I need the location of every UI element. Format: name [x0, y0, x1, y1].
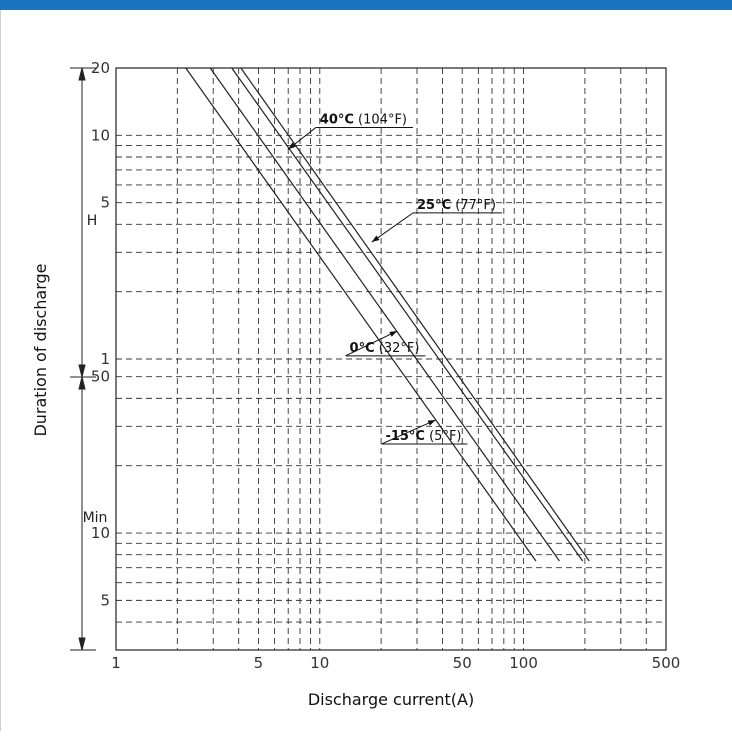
y-tick-label: 1 — [100, 350, 110, 368]
series-label-arrow — [288, 142, 296, 150]
y-tick-label: 10 — [91, 524, 110, 542]
x-tick-label: 100 — [509, 654, 538, 672]
minutes-unit-label: Min — [83, 510, 108, 526]
series-label-text: 25°C (77°F) — [417, 198, 496, 213]
series — [185, 67, 590, 562]
series-label-arrow — [427, 420, 436, 426]
y-tick-labels: 20 10 5 150 10 5 — [91, 59, 110, 609]
series-line — [185, 67, 537, 562]
bracket-arrow-mid-down — [78, 376, 86, 390]
series-label: 25°C (77°F) — [371, 198, 502, 243]
series-label-leader — [371, 212, 414, 243]
series-label-text: -15°C (5°F) — [385, 429, 461, 444]
series-label-text: 0°C (32°F) — [350, 341, 420, 356]
series-label-arrow — [371, 235, 380, 243]
series-label-text: 40°C (104°F) — [320, 113, 407, 128]
x-tick-label: 10 — [310, 654, 329, 672]
x-tick-label: 1 — [111, 654, 121, 672]
series-labels: 40°C (104°F) 25°C (77°F) 0°C (32°F) -15°C (… — [287, 113, 502, 445]
x-tick-label: 5 — [254, 654, 264, 672]
duration-bracket — [70, 67, 96, 651]
bracket-arrow-bottom — [78, 637, 86, 651]
series-label: 0°C (32°F) — [345, 330, 426, 357]
series-line — [209, 67, 560, 562]
plot-frame — [115, 67, 667, 651]
left-border — [0, 10, 1, 731]
grid — [116, 67, 666, 650]
series-line — [231, 67, 584, 562]
series-label-leader — [381, 419, 436, 445]
y-tick-label: 5 — [100, 591, 110, 609]
series-line — [240, 67, 590, 562]
bracket-arrow-top — [78, 67, 86, 81]
x-tick-label: 50 — [453, 654, 472, 672]
y-tick-label: 10 — [91, 126, 110, 144]
y-tick-label: 20 — [91, 59, 110, 77]
hours-unit-label: H — [87, 213, 98, 229]
y-tick-label: 5 — [100, 194, 110, 212]
series-label-leader — [345, 330, 398, 357]
x-tick-label: 500 — [652, 654, 681, 672]
bracket-arrow-mid-up — [78, 364, 86, 378]
series-label-arrow — [389, 331, 398, 337]
x-axis-label: Discharge current(A) — [308, 690, 474, 709]
y-tick-label: 50 — [91, 368, 110, 386]
series-label: 40°C (104°F) — [287, 113, 414, 150]
y-axis-label: Duration of discharge — [31, 263, 50, 436]
x-tick-labels: 1 5 10 50 100 500 — [111, 654, 680, 672]
header-bar — [0, 0, 732, 10]
series-label: -15°C (5°F) — [381, 419, 468, 445]
